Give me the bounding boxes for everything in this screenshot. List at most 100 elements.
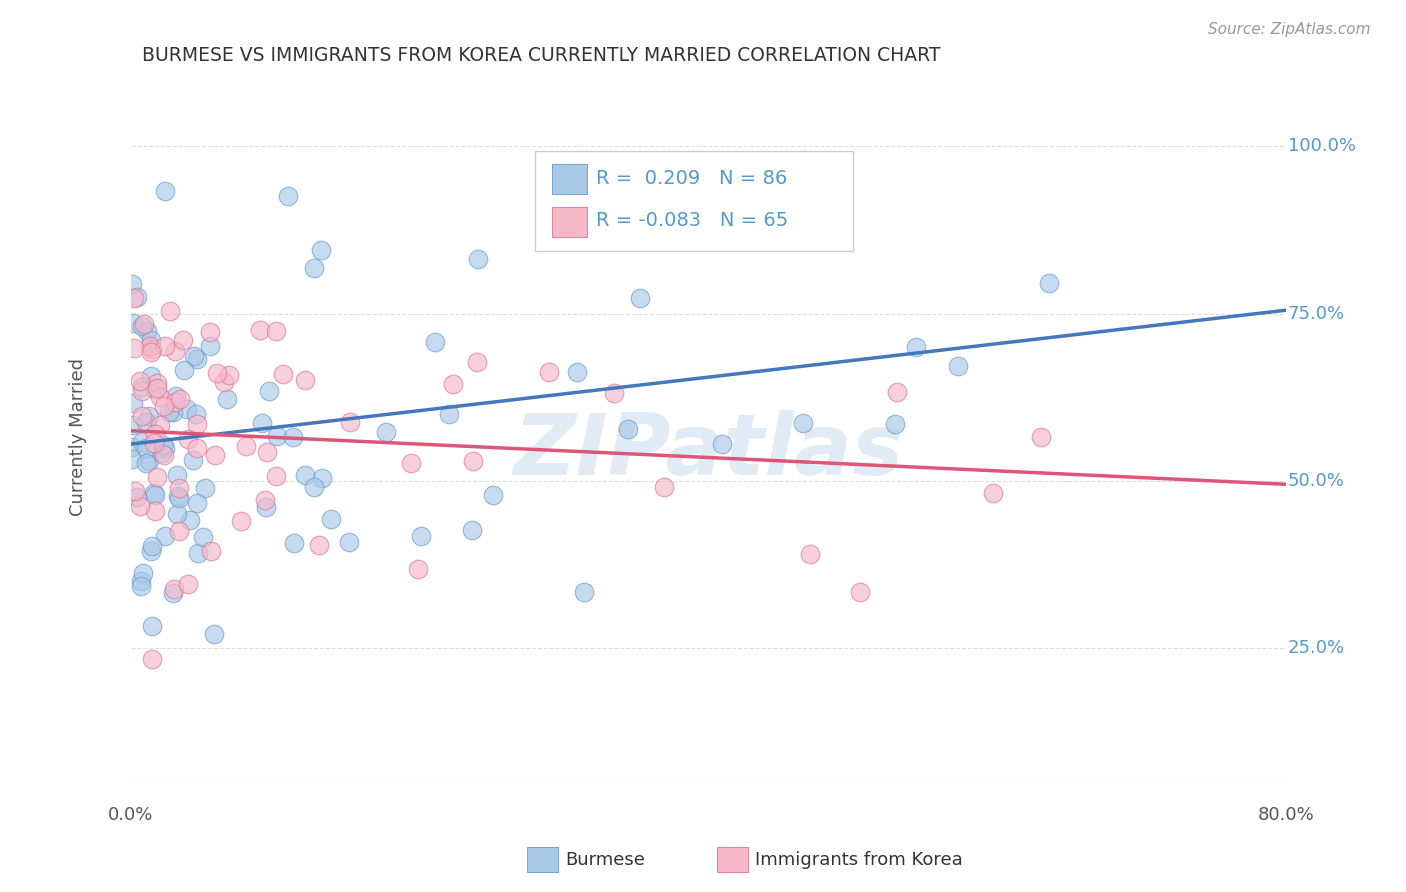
Point (176, 401, 198, 416)
Point (283, 535, 305, 549)
Point (198, 326, 221, 340)
Point (946, 359, 969, 373)
Point (167, 482, 190, 496)
Text: 0.0%: 0.0% (108, 805, 153, 823)
Text: Immigrants from Korea: Immigrants from Korea (755, 851, 963, 869)
Point (187, 546, 209, 560)
Point (266, 469, 288, 483)
Point (139, 543, 162, 558)
Point (481, 488, 503, 502)
Point (884, 417, 907, 431)
Point (143, 485, 166, 500)
Point (212, 376, 235, 390)
Text: 50.0%: 50.0% (1288, 472, 1346, 490)
Point (150, 446, 173, 460)
Point (254, 492, 277, 507)
Point (121, 417, 143, 432)
Point (437, 408, 460, 422)
Point (166, 468, 188, 483)
Point (215, 392, 238, 406)
Text: Source: ZipAtlas.com: Source: ZipAtlas.com (1208, 22, 1371, 37)
Point (141, 652, 163, 666)
Point (142, 435, 165, 450)
Point (155, 184, 177, 198)
Point (146, 470, 169, 484)
Text: Currently Married: Currently Married (69, 359, 87, 516)
Point (375, 425, 398, 440)
Point (711, 437, 734, 451)
Point (157, 404, 180, 418)
Point (183, 349, 205, 363)
FancyBboxPatch shape (553, 164, 586, 194)
Point (461, 523, 484, 537)
Point (141, 619, 163, 633)
Point (204, 449, 226, 463)
Text: 25.0%: 25.0% (1288, 640, 1346, 657)
Point (121, 440, 143, 454)
Point (194, 481, 217, 495)
Point (129, 574, 152, 588)
Point (129, 499, 152, 513)
Point (139, 339, 162, 353)
Point (799, 547, 821, 561)
Point (461, 454, 484, 468)
Point (218, 368, 240, 383)
Point (149, 417, 172, 432)
Point (886, 385, 908, 400)
Point (121, 452, 143, 467)
Point (186, 496, 208, 510)
Point (441, 376, 464, 391)
Point (173, 363, 195, 377)
Point (308, 537, 330, 551)
Point (124, 483, 146, 498)
Point (271, 368, 294, 382)
Point (153, 529, 176, 543)
Point (129, 579, 152, 593)
Point (254, 500, 277, 515)
Point (177, 576, 200, 591)
Point (200, 544, 222, 558)
Point (143, 383, 166, 397)
Point (145, 381, 167, 395)
Text: BURMESE VS IMMIGRANTS FROM KOREA CURRENTLY MARRIED CORRELATION CHART: BURMESE VS IMMIGRANTS FROM KOREA CURRENT… (142, 46, 941, 65)
Point (565, 366, 588, 380)
Point (122, 291, 145, 305)
Point (139, 345, 162, 359)
Point (131, 318, 153, 333)
Point (184, 407, 207, 421)
Point (143, 426, 166, 441)
Text: ZIPatlas: ZIPatlas (513, 409, 903, 492)
Text: 80.0%: 80.0% (1257, 805, 1315, 823)
Point (134, 317, 156, 331)
Point (155, 339, 177, 353)
Point (302, 260, 325, 275)
Point (186, 441, 208, 455)
Point (135, 415, 157, 429)
Point (135, 456, 157, 470)
Point (257, 384, 280, 399)
Point (319, 511, 342, 525)
Point (249, 323, 271, 337)
Point (138, 409, 160, 423)
Point (139, 333, 162, 347)
Point (250, 416, 273, 430)
Point (146, 376, 169, 391)
Text: R =  0.209   N = 86: R = 0.209 N = 86 (596, 169, 787, 188)
Text: Burmese: Burmese (565, 851, 645, 869)
Point (163, 344, 186, 359)
Point (467, 252, 489, 267)
Point (849, 585, 872, 599)
Point (186, 352, 208, 367)
FancyBboxPatch shape (553, 207, 586, 236)
Point (165, 389, 187, 403)
Point (162, 586, 184, 600)
Point (628, 291, 651, 305)
Point (179, 513, 201, 527)
Point (131, 384, 153, 398)
Point (141, 539, 163, 553)
Point (153, 441, 176, 455)
Point (408, 561, 430, 575)
Text: R = -0.083   N = 65: R = -0.083 N = 65 (596, 211, 789, 230)
Point (574, 584, 596, 599)
Point (128, 375, 150, 389)
